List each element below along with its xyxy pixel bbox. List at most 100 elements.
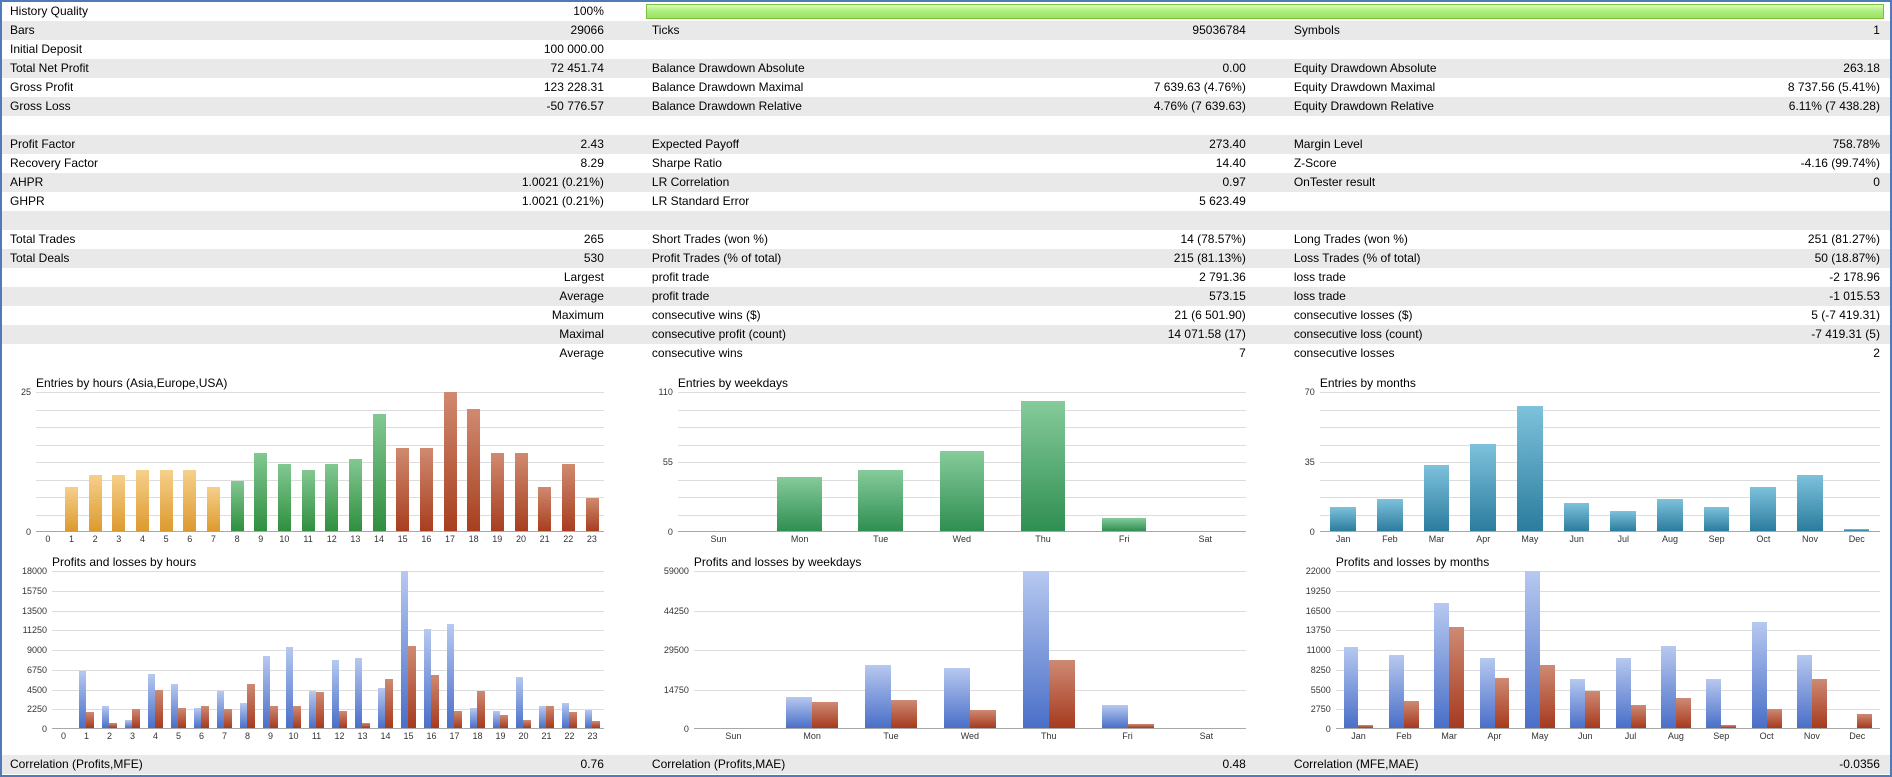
stats-row [2,211,1890,230]
profit-bar [331,659,340,728]
x-axis-label: 16 [426,731,437,741]
x-axis-label: 14 [374,534,385,544]
profit-bar [943,668,970,728]
bar [325,464,339,531]
stat-value: 8.29 [580,156,604,170]
stat-cell: Correlation (Profits,MAE) 0.48 [644,755,1286,774]
x-axis-label: Jun [1569,534,1584,544]
plot [693,571,1246,729]
y-axis-label: 4500 [26,684,47,695]
stat-value: 0.76 [580,757,604,771]
stat-label: consecutive losses [1293,346,1395,360]
stat-value: 0.00 [1222,61,1246,75]
loss-bar [1675,698,1691,728]
stat-value: 14 (78.57%) [1180,232,1246,246]
loss-bar [477,691,485,728]
x-axis-labels: Sun Mon Tue Wed Thu Fri Sat [694,729,1246,743]
stat-cell: Expected Payoff 273.40 [644,135,1286,154]
charts-grid: Entries by hours (Asia,Europe,USA) 0 25 0 1 2… [2,363,1890,751]
profit-bar [423,629,432,728]
x-axis-label: 14 [380,731,391,741]
bar [135,469,149,531]
y-axis-label: 6750 [26,664,47,675]
y-axis-label: 0 [683,724,689,734]
gridline [36,497,604,498]
stat-cell: Bars 29066 [2,21,644,40]
stat-label: Balance Drawdown Relative [651,99,802,113]
profit-bar [216,690,225,728]
y-axis-label: 16500 [1305,605,1331,616]
stat-cell: Balance Drawdown Relative 4.76% (7 639.63… [644,97,1286,116]
y-axis-label: 110 [658,387,673,397]
plot [52,571,604,729]
loss-bar [891,700,918,728]
stat-label: Profit Trades (% of total) [651,251,782,265]
stat-cell: Initial Deposit 100 000.00 [2,40,644,59]
profit-bar [515,677,524,728]
stat-cell: Gross Loss -50 776.57 [2,97,644,116]
stat-label: LR Correlation [651,175,730,189]
x-axis-label: Sun [710,534,727,544]
y-axis-label: 19250 [1305,585,1331,596]
gridline [1319,444,1880,446]
profit-bar [147,673,156,728]
stats-row: Average consecutive wins 7 consecutive loss… [2,344,1890,363]
stat-value: 1 [1873,23,1880,37]
x-axis-label: 4 [139,534,145,544]
stat-value: -0.0356 [1839,757,1880,771]
y-axis-label: 9000 [26,645,47,655]
gridline [1335,571,1880,572]
stats-row: Average profit trade 573.15 loss trade -1 01… [2,287,1890,306]
x-axis-labels: Sun Mon Tue Wed Thu Fri Sat [678,532,1246,546]
profit-bar [78,671,87,728]
stat-cell: AHPR 1.0021 (0.21%) [2,173,644,192]
stat-cell: Maximum [2,306,644,325]
x-axis-label: Jan [1351,731,1366,741]
x-axis-label: 23 [587,731,598,741]
stat-cell: Symbols 1 [1286,21,1890,40]
x-axis-label: 8 [234,534,240,544]
bar [1517,405,1543,531]
bar [1610,511,1637,531]
stat-value: 263.18 [1843,61,1880,75]
x-axis-label: Oct [1756,534,1771,544]
stat-cell [644,211,1286,230]
loss-bar [224,708,233,728]
gridline [693,650,1246,651]
bar [206,486,220,531]
plot [1335,571,1880,729]
stat-cell: Recovery Factor 8.29 [2,154,644,173]
loss-bar [201,706,210,728]
stat-value: 273.40 [1209,137,1246,151]
gridline [693,689,1246,691]
stat-label: Gross Profit [10,80,74,94]
y-axis-label: 55 [662,457,673,467]
loss-bar [1494,678,1510,728]
loss-bar [293,706,302,728]
chart-plot-area: 0 2750 5500 8250 11000 13750 16500 19250 22000 [1294,566,1880,734]
x-axis-label: Nov [1803,731,1820,741]
bar [419,447,433,531]
profit-bar [1570,679,1586,728]
profit-bar [446,624,455,728]
y-axis-label: 44250 [663,605,689,616]
chart-title: Entries by weekdays [677,376,788,390]
loss-bar [500,714,508,728]
stats-row: Total Trades 265 Short Trades (won %) 14 (7… [2,230,1890,249]
chart-profits-losses-by-weekdays: Profits and losses by weekdays 0 14750 2950… [644,554,1286,743]
x-axis-label: 23 [586,534,597,544]
bar [372,414,386,531]
loss-bar [109,722,118,728]
stats-row: Gross Profit 123 228.31 Balance Drawdown M… [2,78,1890,97]
x-axis-label: Apr [1487,731,1502,741]
stat-value: 6.11% (7 438.28) [1788,99,1880,113]
stat-label: Short Trades (won %) [651,232,768,246]
x-axis-label: Sep [1713,731,1730,741]
gridline [36,392,604,393]
plot [677,392,1246,532]
stat-label: Equity Drawdown Maximal [1293,80,1436,94]
x-axis-label: May [1531,731,1549,741]
gridline [1319,497,1880,498]
loss-bar [546,706,554,728]
